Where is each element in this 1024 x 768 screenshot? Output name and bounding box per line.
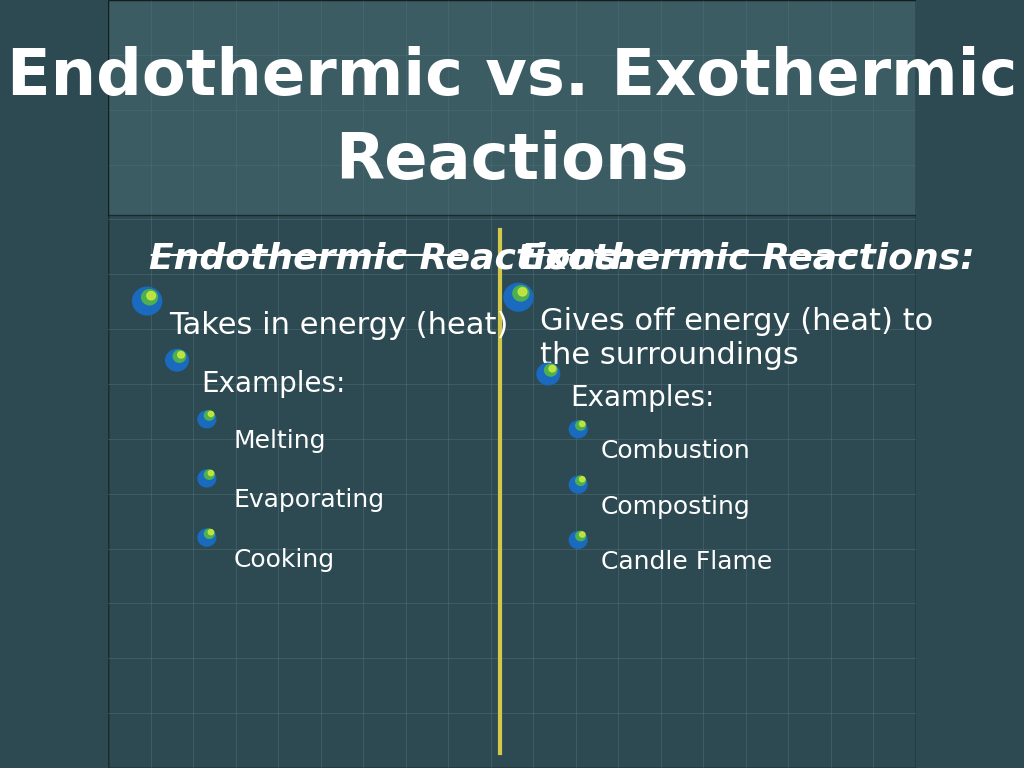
Circle shape xyxy=(205,411,214,420)
Circle shape xyxy=(549,366,556,372)
Circle shape xyxy=(545,364,557,376)
Circle shape xyxy=(205,529,214,538)
Circle shape xyxy=(198,411,216,428)
Circle shape xyxy=(575,421,586,430)
Text: Candle Flame: Candle Flame xyxy=(601,550,772,574)
Circle shape xyxy=(198,529,216,546)
Text: Combustion: Combustion xyxy=(601,439,751,463)
Circle shape xyxy=(537,363,560,385)
Circle shape xyxy=(580,422,585,426)
Circle shape xyxy=(569,421,587,438)
Circle shape xyxy=(141,290,158,305)
Circle shape xyxy=(513,286,528,301)
Circle shape xyxy=(569,476,587,493)
Circle shape xyxy=(198,470,216,487)
Circle shape xyxy=(177,352,184,358)
Text: Examples:: Examples: xyxy=(202,370,345,398)
FancyBboxPatch shape xyxy=(109,0,915,768)
Circle shape xyxy=(205,470,214,479)
Circle shape xyxy=(208,412,214,416)
Text: Melting: Melting xyxy=(233,429,326,453)
Circle shape xyxy=(132,287,162,315)
Circle shape xyxy=(518,288,527,296)
Text: Cooking: Cooking xyxy=(233,548,335,571)
Circle shape xyxy=(208,530,214,535)
Circle shape xyxy=(166,349,188,371)
Circle shape xyxy=(208,471,214,475)
Text: Examples:: Examples: xyxy=(570,384,715,412)
Circle shape xyxy=(504,283,532,311)
Circle shape xyxy=(575,531,586,541)
Text: Evaporating: Evaporating xyxy=(233,488,385,512)
Text: Endothermic vs. Exothermic: Endothermic vs. Exothermic xyxy=(7,46,1017,108)
Text: Exothermic Reactions:: Exothermic Reactions: xyxy=(520,242,975,276)
Text: Gives off energy (heat) to
the surroundings: Gives off energy (heat) to the surroundi… xyxy=(541,307,934,370)
Circle shape xyxy=(580,532,585,537)
Circle shape xyxy=(569,531,587,548)
Circle shape xyxy=(580,477,585,482)
Circle shape xyxy=(146,292,156,300)
Text: Reactions: Reactions xyxy=(335,131,689,192)
Circle shape xyxy=(173,350,185,362)
FancyBboxPatch shape xyxy=(109,0,915,215)
Text: Takes in energy (heat): Takes in energy (heat) xyxy=(169,311,508,340)
Text: Endothermic Reactions:: Endothermic Reactions: xyxy=(148,242,632,276)
Text: Composting: Composting xyxy=(601,495,751,518)
Circle shape xyxy=(575,476,586,485)
